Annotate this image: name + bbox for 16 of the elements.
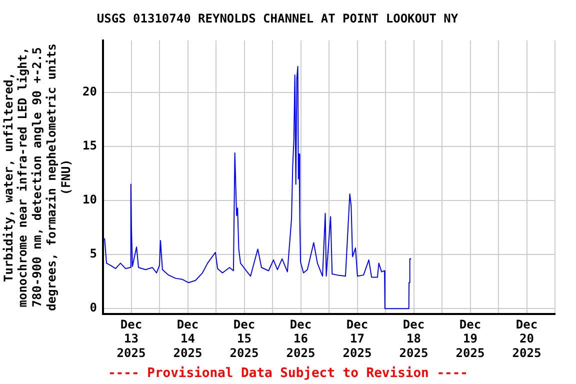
x-tick-label: Dec 19 2025 (456, 317, 485, 360)
y-tick-label: 0 (90, 300, 97, 315)
x-tick-label: Dec 13 2025 (116, 317, 146, 360)
x-tick-label: Dec 18 2025 (399, 317, 428, 360)
x-tick-label: Dec 16 2025 (286, 317, 316, 360)
x-tick-label: Dec 15 2025 (230, 317, 259, 360)
y-tick-label: 10 (82, 192, 97, 207)
y-axis-title: Turbidity, water, unfiltered, monochrome near infra-red LED light, 780-900 nm, detection angle 90 +-2.5 degrees, formazin nephelometric units (FNU) (1, 44, 73, 311)
x-tick-label: Dec 14 2025 (173, 317, 202, 360)
y-tick-label: 20 (82, 84, 97, 98)
chart-title: USGS 01310740 REYNOLDS CHANNEL AT POINT LOOKOUT NY (96, 11, 459, 26)
text: ---- Provisional Data Subject to Revision ---- (106, 366, 470, 381)
x-tick-label: Dec 20 2025 (512, 317, 542, 360)
y-tick-label: 5 (90, 246, 97, 261)
x-tick-label: Dec 17 2025 (342, 317, 372, 360)
y-tick-label: 15 (82, 138, 97, 153)
